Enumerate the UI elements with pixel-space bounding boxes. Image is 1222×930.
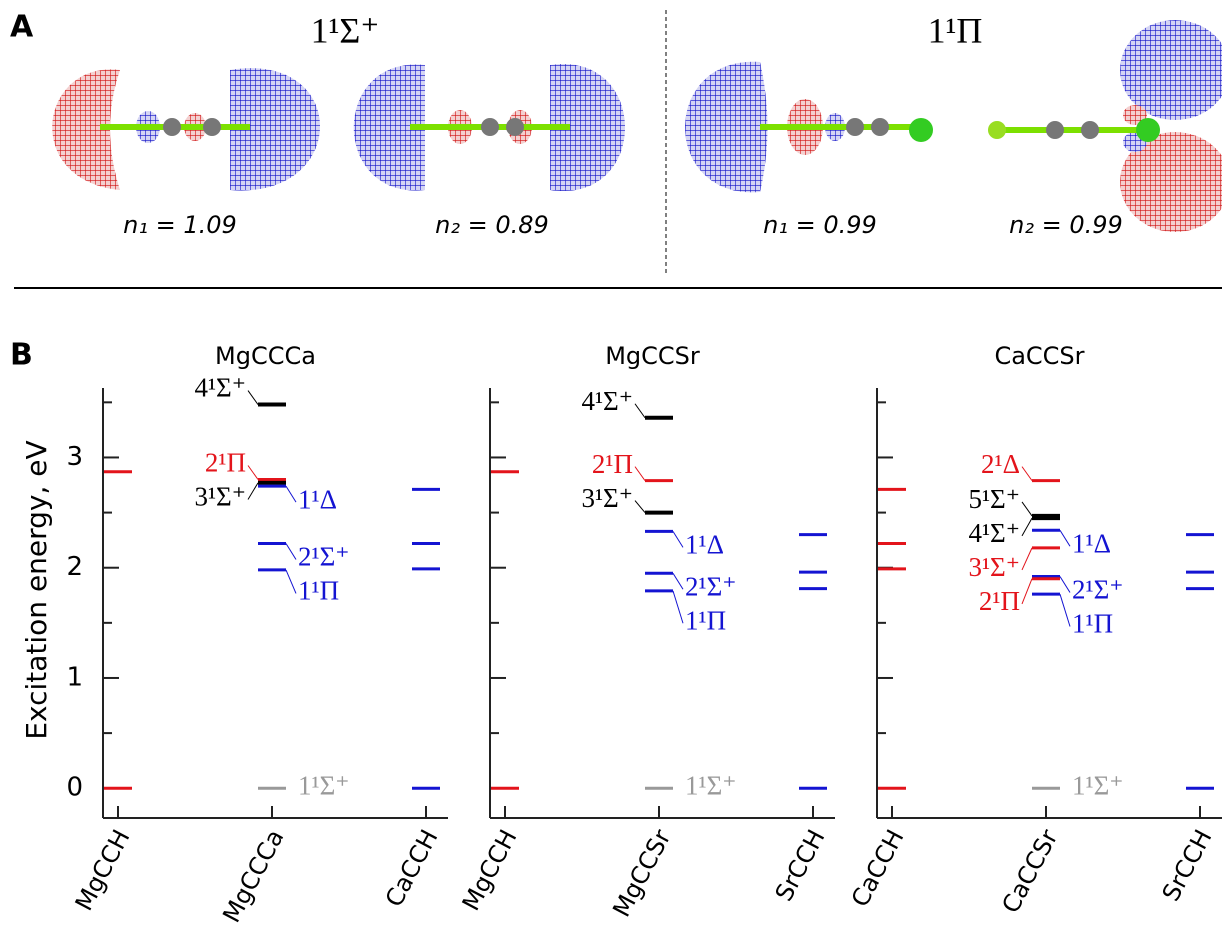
orbital-2	[354, 64, 625, 191]
y-axis-label: Excitation energy, eV	[20, 440, 53, 739]
leader-line	[286, 570, 296, 594]
leader-line	[1022, 548, 1032, 570]
x-tick-label: CaCCSr	[996, 825, 1063, 918]
orbital-4	[988, 20, 1222, 232]
occupation: n₂ = 0.89	[435, 211, 549, 239]
panel-label: A	[10, 10, 34, 45]
level-label: 4¹Σ⁺	[194, 373, 246, 403]
leader-line	[1022, 518, 1032, 536]
level-label: 1¹Σ⁺	[298, 770, 350, 800]
x-tick-label: SrCCH	[770, 825, 831, 906]
level-label: 2¹Π	[205, 448, 246, 478]
x-tick-label: MgCCH	[70, 825, 136, 915]
page: A B 1¹Σ⁺ 1¹Π n₁ = 1.09 n₂ = 0	[0, 0, 1222, 930]
level-label: 1¹Δ	[685, 530, 724, 560]
level-label: 2¹Σ⁺	[298, 542, 350, 572]
leader-line	[248, 391, 258, 405]
chart-title: CaCCSr	[994, 342, 1084, 370]
x-tick-label: CaCCH	[846, 825, 910, 911]
chart-title: MgCCSr	[605, 342, 700, 370]
x-tick-label: MgCCSr	[607, 825, 676, 922]
level-label: 5¹Σ⁺	[968, 484, 1020, 514]
level-label: 3¹Σ⁺	[581, 483, 633, 513]
chart-title: MgCCCa	[215, 342, 316, 370]
level-label: 1¹Σ⁺	[685, 770, 737, 800]
y-tick-label: 3	[66, 442, 83, 472]
panel-title: 1¹Σ⁺	[311, 10, 380, 50]
occupation: n₁ = 1.09	[123, 211, 237, 239]
leader-line	[1022, 467, 1032, 481]
level-label: 4¹Σ⁺	[581, 386, 633, 416]
level-label: 2¹Δ	[981, 449, 1020, 479]
leader-line	[635, 501, 645, 513]
leader-line	[635, 404, 645, 418]
level-label: 3¹Σ⁺	[968, 552, 1020, 582]
leader-line	[673, 573, 683, 589]
leader-line	[1060, 577, 1070, 593]
leader-line	[286, 543, 296, 559]
level-label: 1¹Σ⁺	[1072, 770, 1124, 800]
y-tick-label: 1	[66, 662, 83, 692]
leader-line	[248, 483, 258, 500]
level-label: 1¹Π	[685, 605, 726, 635]
leader-line	[286, 486, 296, 502]
y-tick-label: 2	[66, 552, 83, 582]
leader-line	[248, 466, 258, 480]
level-label: 2¹Π	[979, 586, 1020, 616]
x-tick-label: MgCCH	[457, 825, 523, 915]
level-label: 2¹Σ⁺	[1072, 575, 1124, 605]
x-tick-label: SrCCH	[1157, 825, 1218, 906]
leader-line	[1060, 530, 1070, 546]
orbital-3	[685, 62, 933, 193]
panel-title: 1¹Π	[928, 10, 983, 50]
leader-line	[1022, 502, 1032, 516]
level-label: 1¹Δ	[1072, 528, 1111, 558]
y-tick-label: 0	[66, 773, 83, 803]
level-label: 1¹Δ	[298, 484, 337, 514]
x-tick-label: MgCCCa	[217, 825, 289, 927]
level-label: 1¹Π	[298, 576, 339, 606]
occupation: n₁ = 0.99	[763, 211, 877, 239]
level-label: 1¹Π	[1072, 609, 1113, 639]
leader-line	[1060, 594, 1070, 626]
leader-line	[673, 531, 683, 547]
level-label: 2¹Π	[592, 449, 633, 479]
leader-line	[1022, 579, 1032, 604]
orbital-1	[52, 68, 320, 190]
x-tick-label: CaCCH	[380, 825, 444, 911]
level-label: 3¹Σ⁺	[194, 482, 246, 512]
level-label: 4¹Σ⁺	[968, 518, 1020, 548]
figure: A B 1¹Σ⁺ 1¹Π n₁ = 1.09 n₂ = 0	[0, 0, 1222, 930]
panel-label: B	[10, 338, 33, 373]
leader-line	[635, 467, 645, 481]
level-label: 2¹Σ⁺	[685, 571, 737, 601]
leader-line	[673, 591, 683, 623]
occupation: n₂ = 0.99	[1009, 211, 1123, 239]
